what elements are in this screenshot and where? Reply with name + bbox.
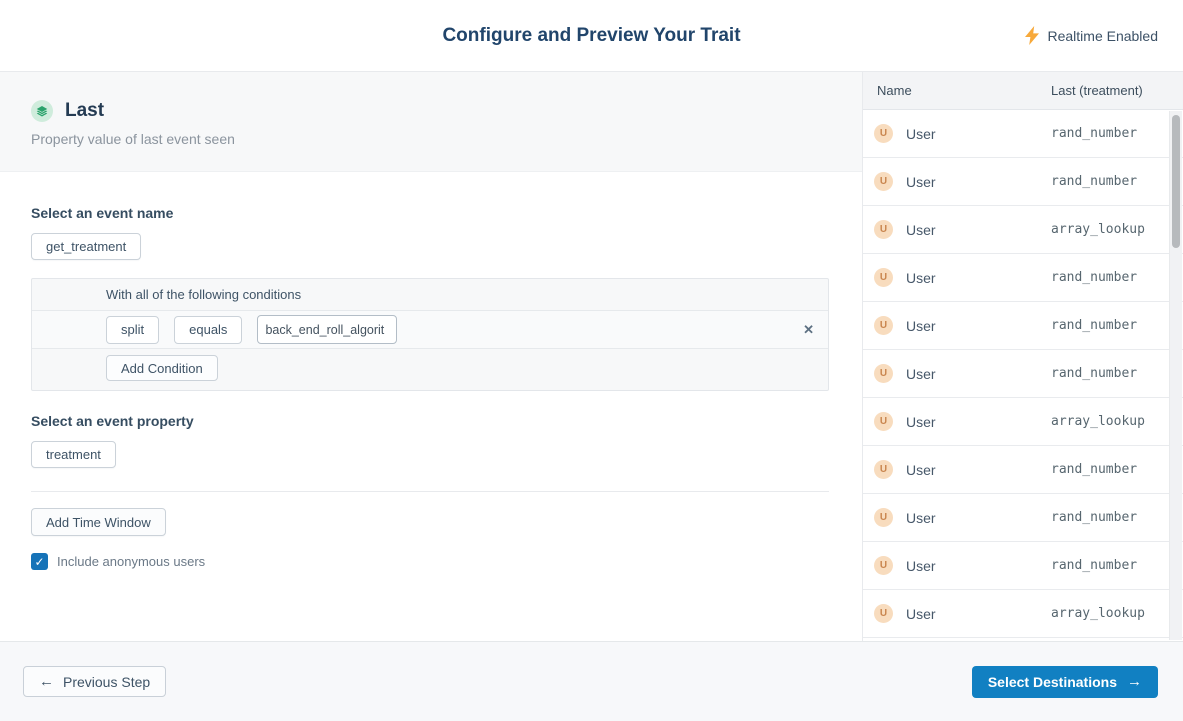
user-name: User: [906, 221, 936, 238]
condition-operator-button[interactable]: equals: [174, 315, 243, 344]
user-name: User: [906, 509, 936, 526]
user-name: User: [906, 125, 936, 142]
user-name: User: [906, 269, 936, 286]
user-name: User: [906, 365, 936, 382]
trait-value: array_lookup: [1051, 414, 1145, 429]
user-avatar: U: [874, 316, 893, 335]
column-header-name: Name: [877, 83, 912, 98]
user-name: User: [906, 461, 936, 478]
include-anonymous-label: Include anonymous users: [57, 554, 206, 569]
user-avatar: U: [874, 604, 893, 623]
trait-form: Select an event name get_treatment With …: [0, 205, 862, 570]
previous-step-label: Previous Step: [63, 673, 151, 690]
page-header: Configure and Preview Your Trait Realtim…: [0, 0, 1183, 72]
forward-arrow-icon: →: [1127, 673, 1142, 690]
condition-property-button[interactable]: split: [106, 315, 160, 344]
trait-value: array_lookup: [1051, 606, 1145, 621]
trait-value: rand_number: [1051, 558, 1138, 573]
back-arrow-icon: ←: [39, 673, 54, 690]
preview-table-body: U User rand_number U User rand_number: [863, 110, 1183, 641]
conditions-box: With all of the following conditions spl…: [31, 278, 829, 391]
table-row: U User rand_number: [863, 350, 1183, 398]
event-name-label: Select an event name: [31, 205, 174, 221]
conditions-header: With all of the following conditions: [32, 279, 828, 311]
event-property-chip[interactable]: treatment: [31, 441, 116, 468]
conditions-footer: Add Condition: [32, 349, 828, 390]
trait-value: rand_number: [1051, 174, 1138, 189]
table-row: U User rand_number: [863, 110, 1183, 158]
event-name-chip[interactable]: get_treatment: [31, 233, 142, 260]
trait-name: Last: [65, 100, 105, 121]
table-row: U User rand_number: [863, 446, 1183, 494]
user-avatar: U: [874, 124, 893, 143]
select-destinations-button[interactable]: Select Destinations →: [971, 665, 1158, 698]
checkmark-icon: ✓: [34, 554, 45, 569]
condition-value-input[interactable]: [257, 315, 398, 344]
trait-description: Property value of last event seen: [31, 131, 235, 147]
trait-value: rand_number: [1051, 462, 1138, 477]
user-name: User: [906, 557, 936, 574]
trait-value: array_lookup: [1051, 222, 1145, 237]
table-row: U User rand_number: [863, 158, 1183, 206]
table-row: U User rand_number: [863, 542, 1183, 590]
user-avatar: U: [874, 508, 893, 527]
table-row: U User array_lookup: [863, 398, 1183, 446]
preview-table-header: Name Last (treatment): [863, 72, 1183, 110]
trait-value: rand_number: [1051, 126, 1138, 141]
user-avatar: U: [874, 412, 893, 431]
user-avatar: U: [874, 172, 893, 191]
user-name: User: [906, 317, 936, 334]
user-avatar: U: [874, 364, 893, 383]
trait-value: rand_number: [1051, 366, 1138, 381]
page-title: Configure and Preview Your Trait: [442, 24, 741, 46]
scrollbar-thumb[interactable]: [1172, 115, 1180, 248]
condition-row: split equals ✕: [32, 311, 828, 349]
include-anonymous-checkbox[interactable]: ✓: [31, 553, 48, 570]
preview-panel: Name Last (treatment) U User rand_number: [863, 72, 1183, 641]
user-avatar: U: [874, 220, 893, 239]
event-property-label: Select an event property: [31, 413, 194, 429]
trait-value: rand_number: [1051, 270, 1138, 285]
include-anonymous-row: ✓ Include anonymous users: [31, 553, 829, 570]
main-content: Last Property value of last event seen S…: [0, 72, 1183, 641]
config-panel: Last Property value of last event seen S…: [0, 72, 863, 641]
user-avatar: U: [874, 460, 893, 479]
page-footer: ← Previous Step Select Destinations →: [0, 641, 1183, 721]
user-name: User: [906, 605, 936, 622]
preview-scrollbar[interactable]: [1169, 111, 1182, 640]
user-avatar: U: [874, 556, 893, 575]
table-row: U User array_lookup: [863, 206, 1183, 254]
table-row: U User rand_number: [863, 494, 1183, 542]
realtime-label: Realtime Enabled: [1047, 27, 1158, 44]
remove-condition-icon[interactable]: ✕: [803, 322, 814, 337]
add-time-window-button[interactable]: Add Time Window: [31, 508, 166, 536]
previous-step-button[interactable]: ← Previous Step: [23, 666, 167, 697]
realtime-status: Realtime Enabled: [1025, 26, 1158, 45]
user-avatar: U: [874, 268, 893, 287]
table-row: U User rand_number: [863, 302, 1183, 350]
trait-value: rand_number: [1051, 510, 1138, 525]
user-name: User: [906, 173, 936, 190]
table-row: U User array_lookup: [863, 590, 1183, 638]
select-destinations-label: Select Destinations: [987, 673, 1117, 690]
trait-summary: Last Property value of last event seen: [0, 72, 862, 172]
lightning-bolt-icon: [1025, 26, 1040, 45]
layers-icon: [31, 100, 53, 122]
column-header-value: Last (treatment): [1051, 83, 1143, 98]
section-divider: [31, 491, 829, 492]
trait-value: rand_number: [1051, 318, 1138, 333]
user-name: User: [906, 413, 936, 430]
table-row: U User rand_number: [863, 254, 1183, 302]
add-condition-button[interactable]: Add Condition: [106, 355, 218, 381]
